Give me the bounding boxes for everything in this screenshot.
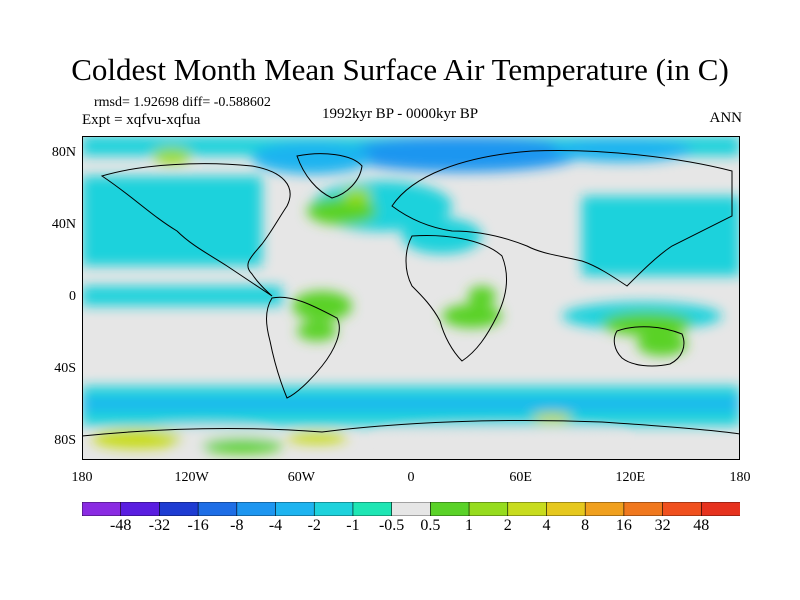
lat-tick-label: 40N — [51, 217, 76, 232]
colorbar-label: -48 — [110, 517, 132, 534]
grid-frame — [82, 136, 740, 460]
colorbar-swatch — [159, 502, 199, 516]
colorbar-swatch — [507, 502, 548, 516]
colorbar-label: -32 — [148, 517, 171, 534]
colorbar-swatch — [623, 502, 664, 516]
lat-tick-label: 80N — [51, 145, 76, 160]
colorbar-swatch — [430, 502, 470, 516]
colorbar-swatch — [662, 502, 703, 516]
season-label: ANN — [709, 110, 743, 126]
lon-tick-label: 120E — [615, 470, 646, 485]
colorbar-swatch — [700, 502, 740, 516]
colorbar-label: -4 — [268, 517, 283, 534]
colorbar-label: 32 — [654, 517, 671, 534]
colorbar-label: 0.5 — [420, 517, 441, 534]
coastlines — [82, 149, 740, 437]
colorbar-label: -0.5 — [378, 517, 405, 534]
colorbar-label: 48 — [693, 517, 710, 534]
colorbar-swatch — [313, 502, 354, 516]
colorbar-swatch — [82, 502, 122, 516]
colorbar-label: 4 — [542, 517, 551, 534]
colorbar-label: -2 — [307, 517, 321, 534]
colorbar-label: 8 — [581, 517, 590, 534]
colorbar-swatch — [468, 502, 509, 516]
lon-tick-label: 180 — [71, 470, 93, 485]
experiment-label: Expt = xqfvu-xqfua — [82, 112, 201, 128]
colorbar-label: -8 — [230, 517, 244, 534]
colorbar-swatch — [391, 502, 432, 516]
colorbar-label: 1 — [465, 517, 474, 534]
lat-tick-label: 80S — [54, 433, 76, 448]
lon-tick-label: 0 — [407, 470, 415, 485]
lon-tick-label: 120W — [174, 470, 209, 485]
colorbar-label: -1 — [346, 517, 360, 534]
lon-tick-label: 60W — [287, 470, 315, 485]
colorbar-label: -16 — [187, 517, 209, 534]
colorbar-swatch — [120, 502, 161, 516]
period-label: 1992kyr BP - 0000kyr BP — [321, 106, 479, 122]
map-title: Coldest Month Mean Surface Air Temperatu… — [71, 52, 729, 87]
lon-tick-label: 60E — [509, 470, 532, 485]
lon-tick-label: 180 — [729, 470, 751, 485]
stats-text: rmsd= 1.92698 diff= -0.588602 — [94, 95, 271, 110]
colorbar-swatch — [584, 502, 625, 516]
temperature-anomaly-map — [82, 136, 740, 460]
colorbar-swatch — [352, 502, 393, 516]
colorbar-label: 16 — [615, 517, 632, 534]
colorbar-swatch — [236, 502, 277, 516]
lat-tick-label: 40S — [54, 361, 76, 376]
colorbar-swatch — [546, 502, 586, 516]
lat-tick-label: 0 — [69, 289, 76, 304]
colorbar — [82, 502, 740, 516]
colorbar-swatch — [275, 502, 316, 516]
colorbar-swatch — [197, 502, 238, 516]
colorbar-label: 2 — [503, 517, 512, 534]
